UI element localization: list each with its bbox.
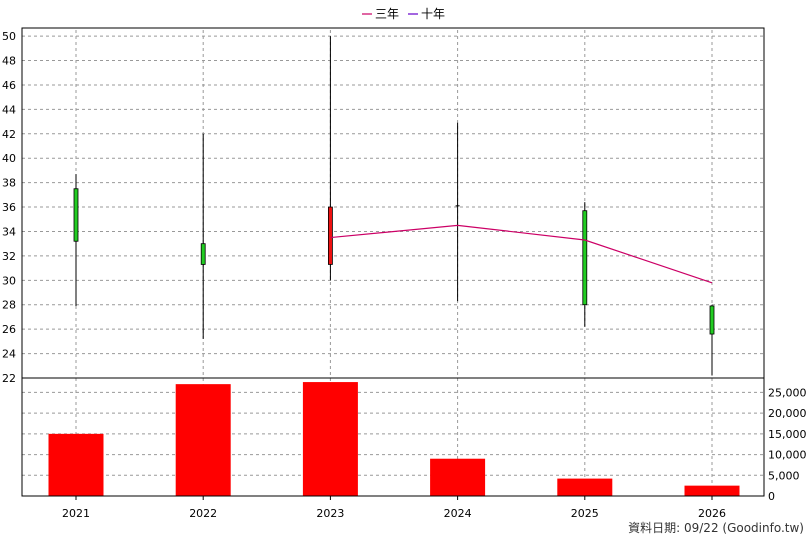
- x-tick-label-2022: 2022: [189, 507, 217, 520]
- x-tick-label-2023: 2023: [316, 507, 344, 520]
- price-tick-label: 48: [2, 55, 16, 68]
- footer-date: 資料日期: 09/22 (Goodinfo.tw): [628, 521, 804, 535]
- x-axis: 2021 2022 2023 2024 2025 2026: [62, 496, 726, 520]
- volume-frame: [21, 377, 765, 497]
- x-tick-label-2024: 2024: [444, 507, 472, 520]
- price-frame: [21, 27, 765, 379]
- plot-frames: [21, 27, 765, 497]
- legend-label-1: 十年: [421, 7, 445, 21]
- price-axis: 22 24 26 28 30 32 34 36 38 40 42 44 46 48 50: [2, 30, 16, 385]
- candlesticks: [73, 36, 715, 376]
- price-tick-label: 36: [2, 201, 16, 214]
- price-tick-label: 32: [2, 250, 16, 263]
- volume-tick-label: 0: [768, 490, 775, 503]
- candle-body-2022: [200, 243, 206, 265]
- legend-label-0: 三年: [375, 7, 399, 21]
- volume-bar-2024: [430, 458, 486, 496]
- volume-tick-label: 5,000: [768, 469, 800, 482]
- volume-bar-2023: [302, 382, 358, 496]
- moving-average-lines: [330, 224, 713, 284]
- price-tick-label: 46: [2, 79, 16, 92]
- price-tick-label: 40: [2, 152, 16, 165]
- volume-tick-label: 20,000: [768, 407, 807, 420]
- three-year-line: [330, 224, 713, 284]
- candle-body-2025: [582, 210, 588, 306]
- volume-grid: [22, 391, 764, 476]
- price-tick-label: 30: [2, 274, 16, 287]
- price-tick-label: 42: [2, 128, 16, 141]
- price-tick-label: 22: [2, 372, 16, 385]
- volume-bar-2026: [684, 485, 740, 496]
- volume-bars: [48, 382, 740, 496]
- volume-bar-2021: [48, 433, 104, 496]
- x-tick-label-2021: 2021: [62, 507, 90, 520]
- legend: 三年 十年: [362, 7, 445, 21]
- price-tick-label: 38: [2, 177, 16, 190]
- price-tick-label: 50: [2, 30, 16, 43]
- candle-body-2026: [709, 305, 715, 335]
- volume-tick-label: 10,000: [768, 449, 807, 462]
- x-tick-label-2025: 2025: [571, 507, 599, 520]
- candle-body-2023: [327, 206, 333, 265]
- volume-bar-2022: [175, 384, 231, 496]
- volume-axis: 0 5,000 10,000 15,000 20,000 25,000: [768, 386, 807, 503]
- price-tick-label: 44: [2, 103, 16, 116]
- volume-tick-label: 15,000: [768, 428, 807, 441]
- price-tick-label: 26: [2, 323, 16, 336]
- volume-tick-label: 25,000: [768, 386, 807, 399]
- price-tick-label: 28: [2, 299, 16, 312]
- candle-body-2021: [73, 188, 79, 242]
- x-tick-label-2026: 2026: [698, 507, 726, 520]
- volume-bar-2025: [557, 478, 613, 496]
- price-tick-label: 34: [2, 225, 16, 238]
- price-tick-label: 24: [2, 348, 16, 361]
